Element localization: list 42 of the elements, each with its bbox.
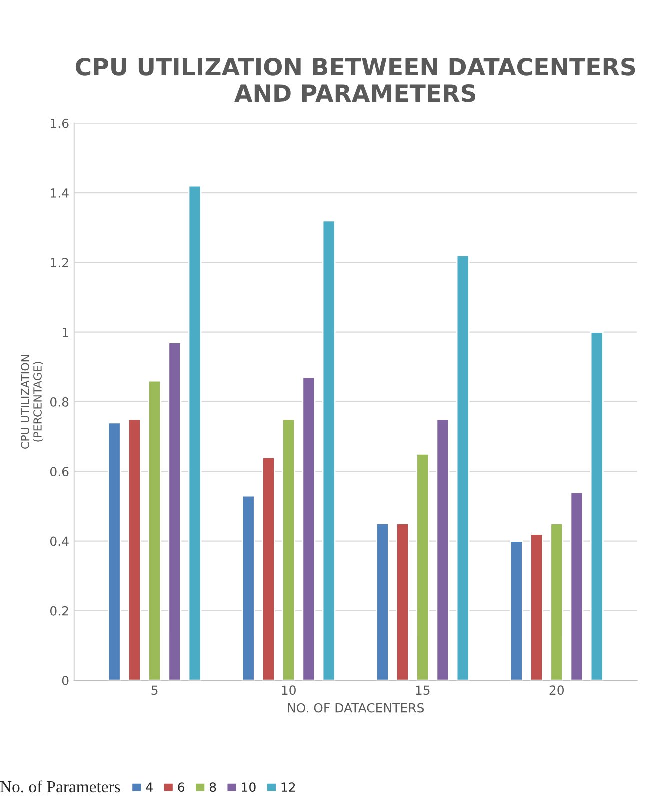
bar	[416, 454, 430, 681]
legend-label: 4	[146, 782, 153, 792]
y-axis-title: CPU UTILIZATION (PERCENTAGE)	[21, 355, 44, 449]
bar	[396, 523, 410, 681]
y-tick-label: 1.2	[51, 258, 68, 268]
bar	[590, 332, 604, 681]
y-tick-label: 0.2	[50, 606, 68, 616]
legend-label: 10	[242, 782, 256, 792]
bar	[530, 534, 544, 681]
bar	[262, 457, 276, 681]
y-tick-label: 1.4	[51, 188, 69, 198]
bar	[148, 380, 162, 681]
y-tick-label: 1.6	[51, 118, 69, 128]
bar	[188, 185, 202, 681]
legend-label: 12	[282, 782, 296, 792]
bar	[456, 255, 470, 681]
x-tick-label: 10	[282, 686, 296, 696]
y-tick-label: 1	[62, 328, 68, 338]
x-tick-label: 5	[152, 686, 158, 696]
legend-label: 6	[178, 782, 185, 792]
bar	[108, 422, 122, 681]
bar	[436, 418, 450, 681]
bar	[302, 376, 316, 681]
bar	[550, 523, 564, 681]
bar	[376, 523, 390, 681]
legend-title: No. of Parameters	[0, 780, 120, 793]
chart-title: CPU UTILIZATION BETWEEN DATACENTERS AND PARAMETERS	[76, 58, 636, 102]
bar	[570, 492, 584, 681]
x-axis-title: NO. OF DATACENTERS	[288, 703, 424, 713]
bar	[282, 418, 296, 681]
y-tick-label: 0.4	[50, 536, 69, 546]
bar	[322, 220, 336, 681]
bar	[242, 495, 256, 681]
y-tick-label: 0	[62, 676, 69, 686]
bar	[128, 418, 142, 681]
bar	[168, 342, 182, 681]
y-tick-label: 0.8	[50, 397, 69, 407]
y-tick-label: 0.6	[50, 467, 69, 477]
legend-label: 8	[210, 782, 216, 792]
x-tick-label: 20	[550, 686, 564, 696]
bar	[510, 540, 524, 681]
x-tick-label: 15	[416, 686, 430, 696]
